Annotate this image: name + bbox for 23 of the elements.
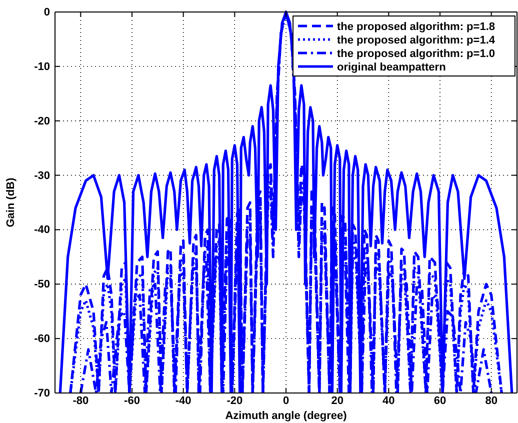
x-tick-label: 60	[434, 394, 446, 407]
y-tick-label: -50	[34, 278, 50, 291]
legend-label: the proposed algorithm: p=1.4	[337, 34, 496, 46]
y-tick-label: -40	[34, 224, 50, 236]
y-axis-title: Gain (dB)	[5, 177, 17, 228]
legend-label: the proposed algorithm: p=1.8	[337, 21, 495, 33]
x-tick-label: -60	[124, 394, 140, 407]
x-tick-label: -20	[226, 394, 243, 407]
y-tick-label: -70	[34, 388, 50, 400]
x-tick-label: 40	[382, 394, 395, 407]
x-axis-title: Azimuth angle (degree)	[225, 410, 348, 422]
y-tick-label: -60	[34, 333, 50, 346]
legend-label: the proposed algorithm: p=1.0	[337, 48, 495, 60]
legend-label: original beampattern	[337, 62, 446, 74]
y-tick-label: 0	[44, 6, 50, 19]
x-tick-label: -40	[175, 394, 192, 407]
x-tick-label: 80	[485, 394, 498, 407]
x-tick-label: 0	[282, 394, 290, 407]
y-tick-label: -10	[34, 60, 50, 73]
y-tick-label: -30	[34, 170, 50, 182]
x-tick-label: -80	[72, 394, 89, 407]
y-tick-label: -20	[34, 115, 50, 128]
x-tick-label: 20	[331, 394, 344, 407]
